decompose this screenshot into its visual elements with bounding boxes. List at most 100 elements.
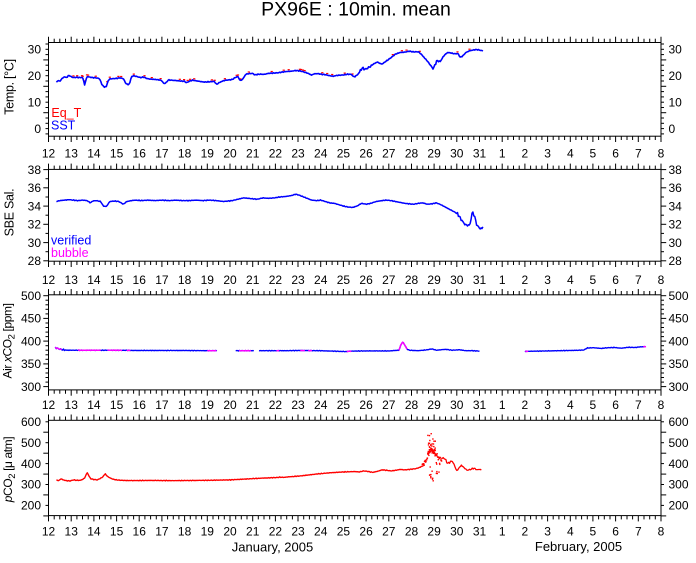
svg-text:7: 7 [635,147,642,161]
svg-text:26: 26 [359,147,373,161]
svg-text:500: 500 [669,436,689,450]
svg-text:18: 18 [178,525,192,539]
svg-text:31: 31 [473,147,487,161]
svg-text:21: 21 [246,525,260,539]
svg-text:20: 20 [669,69,683,83]
svg-text:7: 7 [635,525,642,539]
svg-text:450: 450 [669,312,689,326]
svg-text:2: 2 [522,525,529,539]
svg-text:28: 28 [405,273,419,287]
svg-text:2: 2 [522,147,529,161]
svg-text:27: 27 [382,525,396,539]
svg-text:6: 6 [612,398,619,412]
svg-text:PX96E : 10min. mean: PX96E : 10min. mean [261,0,451,21]
svg-text:18: 18 [178,147,192,161]
svg-text:1: 1 [499,147,506,161]
svg-text:18: 18 [178,273,192,287]
svg-text:3: 3 [544,525,551,539]
svg-text:600: 600 [21,415,41,429]
svg-text:300: 300 [21,478,41,492]
svg-text:450: 450 [21,312,41,326]
svg-text:30: 30 [669,43,683,57]
svg-text:24: 24 [314,525,328,539]
svg-text:4: 4 [567,147,574,161]
svg-text:23: 23 [291,273,305,287]
svg-text:SST: SST [51,119,76,133]
svg-text:30: 30 [450,273,464,287]
svg-text:15: 15 [110,398,124,412]
svg-text:8: 8 [658,525,665,539]
svg-text:300: 300 [669,478,689,492]
svg-text:20: 20 [223,273,237,287]
svg-text:27: 27 [382,147,396,161]
svg-text:8: 8 [658,398,665,412]
svg-text:Eq_T: Eq_T [51,106,81,120]
svg-text:29: 29 [427,398,441,412]
svg-text:30: 30 [450,398,464,412]
svg-text:25: 25 [337,525,351,539]
svg-text:29: 29 [427,147,441,161]
svg-text:500: 500 [21,436,41,450]
svg-text:14: 14 [87,273,101,287]
svg-text:4: 4 [567,273,574,287]
svg-text:19: 19 [201,147,215,161]
svg-text:10: 10 [669,95,683,109]
svg-text:26: 26 [359,398,373,412]
svg-text:17: 17 [155,147,169,161]
svg-text:30: 30 [450,525,464,539]
svg-text:24: 24 [314,398,328,412]
svg-text:30: 30 [669,236,683,250]
svg-text:2: 2 [522,273,529,287]
svg-text:19: 19 [201,273,215,287]
svg-text:16: 16 [133,273,147,287]
svg-text:28: 28 [405,147,419,161]
svg-text:15: 15 [110,273,124,287]
svg-text:23: 23 [291,398,305,412]
svg-text:25: 25 [337,147,351,161]
svg-text:600: 600 [669,415,689,429]
svg-text:Temp. [°C]: Temp. [°C] [3,59,17,114]
svg-text:27: 27 [382,273,396,287]
svg-text:12: 12 [42,525,56,539]
svg-text:3: 3 [544,147,551,161]
svg-text:0: 0 [34,122,41,136]
svg-text:12: 12 [42,147,56,161]
svg-text:bubble: bubble [51,246,89,260]
svg-text:28: 28 [405,525,419,539]
svg-text:29: 29 [427,525,441,539]
svg-text:30: 30 [28,236,42,250]
svg-text:7: 7 [635,273,642,287]
svg-text:6: 6 [612,273,619,287]
svg-text:500: 500 [21,289,41,303]
svg-text:13: 13 [65,273,79,287]
svg-text:21: 21 [246,147,260,161]
svg-text:4: 4 [567,525,574,539]
svg-text:34: 34 [669,199,683,213]
svg-text:22: 22 [269,398,283,412]
svg-text:400: 400 [21,457,41,471]
svg-text:17: 17 [155,273,169,287]
svg-text:27: 27 [382,398,396,412]
svg-text:38: 38 [28,163,42,177]
svg-text:13: 13 [65,147,79,161]
svg-text:300: 300 [21,380,41,394]
svg-text:SBE Sal.: SBE Sal. [3,189,17,237]
svg-text:350: 350 [21,357,41,371]
svg-text:350: 350 [669,357,689,371]
svg-text:5: 5 [590,398,597,412]
svg-text:12: 12 [42,273,56,287]
svg-text:25: 25 [337,273,351,287]
svg-text:2: 2 [522,398,529,412]
svg-text:31: 31 [473,525,487,539]
svg-text:1: 1 [499,525,506,539]
svg-text:36: 36 [28,181,42,195]
svg-text:17: 17 [155,398,169,412]
svg-text:20: 20 [223,525,237,539]
svg-text:34: 34 [28,199,42,213]
svg-text:300: 300 [669,380,689,394]
svg-text:13: 13 [65,525,79,539]
svg-text:6: 6 [612,147,619,161]
svg-text:6: 6 [612,525,619,539]
svg-text:400: 400 [669,334,689,348]
svg-text:36: 36 [669,181,683,195]
